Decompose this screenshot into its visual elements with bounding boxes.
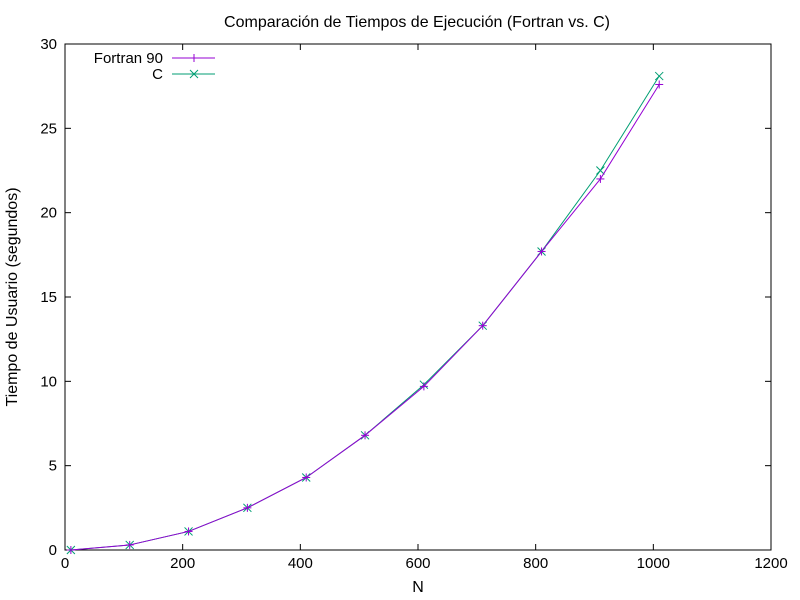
series-layer <box>66 71 664 555</box>
data-point-0 <box>361 431 370 440</box>
data-point-0 <box>419 382 428 391</box>
data-point-1 <box>596 166 605 175</box>
data-point-0 <box>243 503 252 512</box>
data-point-1 <box>654 71 664 81</box>
legend-marker <box>190 54 198 62</box>
legend-marker <box>189 69 199 79</box>
x-tick-label: 600 <box>405 555 430 572</box>
y-tick-label: 15 <box>40 289 57 306</box>
y-tick-label: 10 <box>40 373 57 390</box>
x-tick-label: 1000 <box>637 555 670 572</box>
data-point-0 <box>537 247 546 256</box>
series-line-1 <box>70 75 660 551</box>
series-line-0 <box>70 84 660 551</box>
legend-label: C <box>152 66 163 83</box>
y-axis-label: Tiempo de Usuario (segundos) <box>4 187 21 406</box>
y-axis: 0 5 10 15 20 25 30 <box>40 36 771 559</box>
x-tick-label: 0 <box>61 555 69 572</box>
data-point-0 <box>125 540 134 549</box>
x-tick-label: 400 <box>288 555 313 572</box>
chart-title: Comparación de Tiempos de Ejecución (For… <box>224 14 610 31</box>
y-tick-label: 20 <box>40 205 57 222</box>
data-point-0 <box>184 527 193 536</box>
y-tick-label: 30 <box>40 36 57 53</box>
data-point-0 <box>302 473 311 482</box>
x-tick-label: 200 <box>170 555 195 572</box>
x-tick-label: 800 <box>523 555 548 572</box>
plot-frame <box>64 43 772 551</box>
legend: Fortran 90C <box>94 50 215 83</box>
y-tick-label: 0 <box>49 542 57 559</box>
x-tick-label: 1200 <box>754 555 787 572</box>
data-point-0 <box>478 321 487 330</box>
y-tick-label: 25 <box>40 120 57 137</box>
data-point-0 <box>655 80 664 89</box>
data-point-0 <box>596 174 605 183</box>
x-axis-label: N <box>412 579 424 596</box>
x-axis: 0 200 400 600 800 1000 1200 <box>61 44 788 572</box>
legend-label: Fortran 90 <box>94 50 163 67</box>
y-tick-label: 5 <box>49 458 57 475</box>
data-point-0 <box>66 546 75 554</box>
